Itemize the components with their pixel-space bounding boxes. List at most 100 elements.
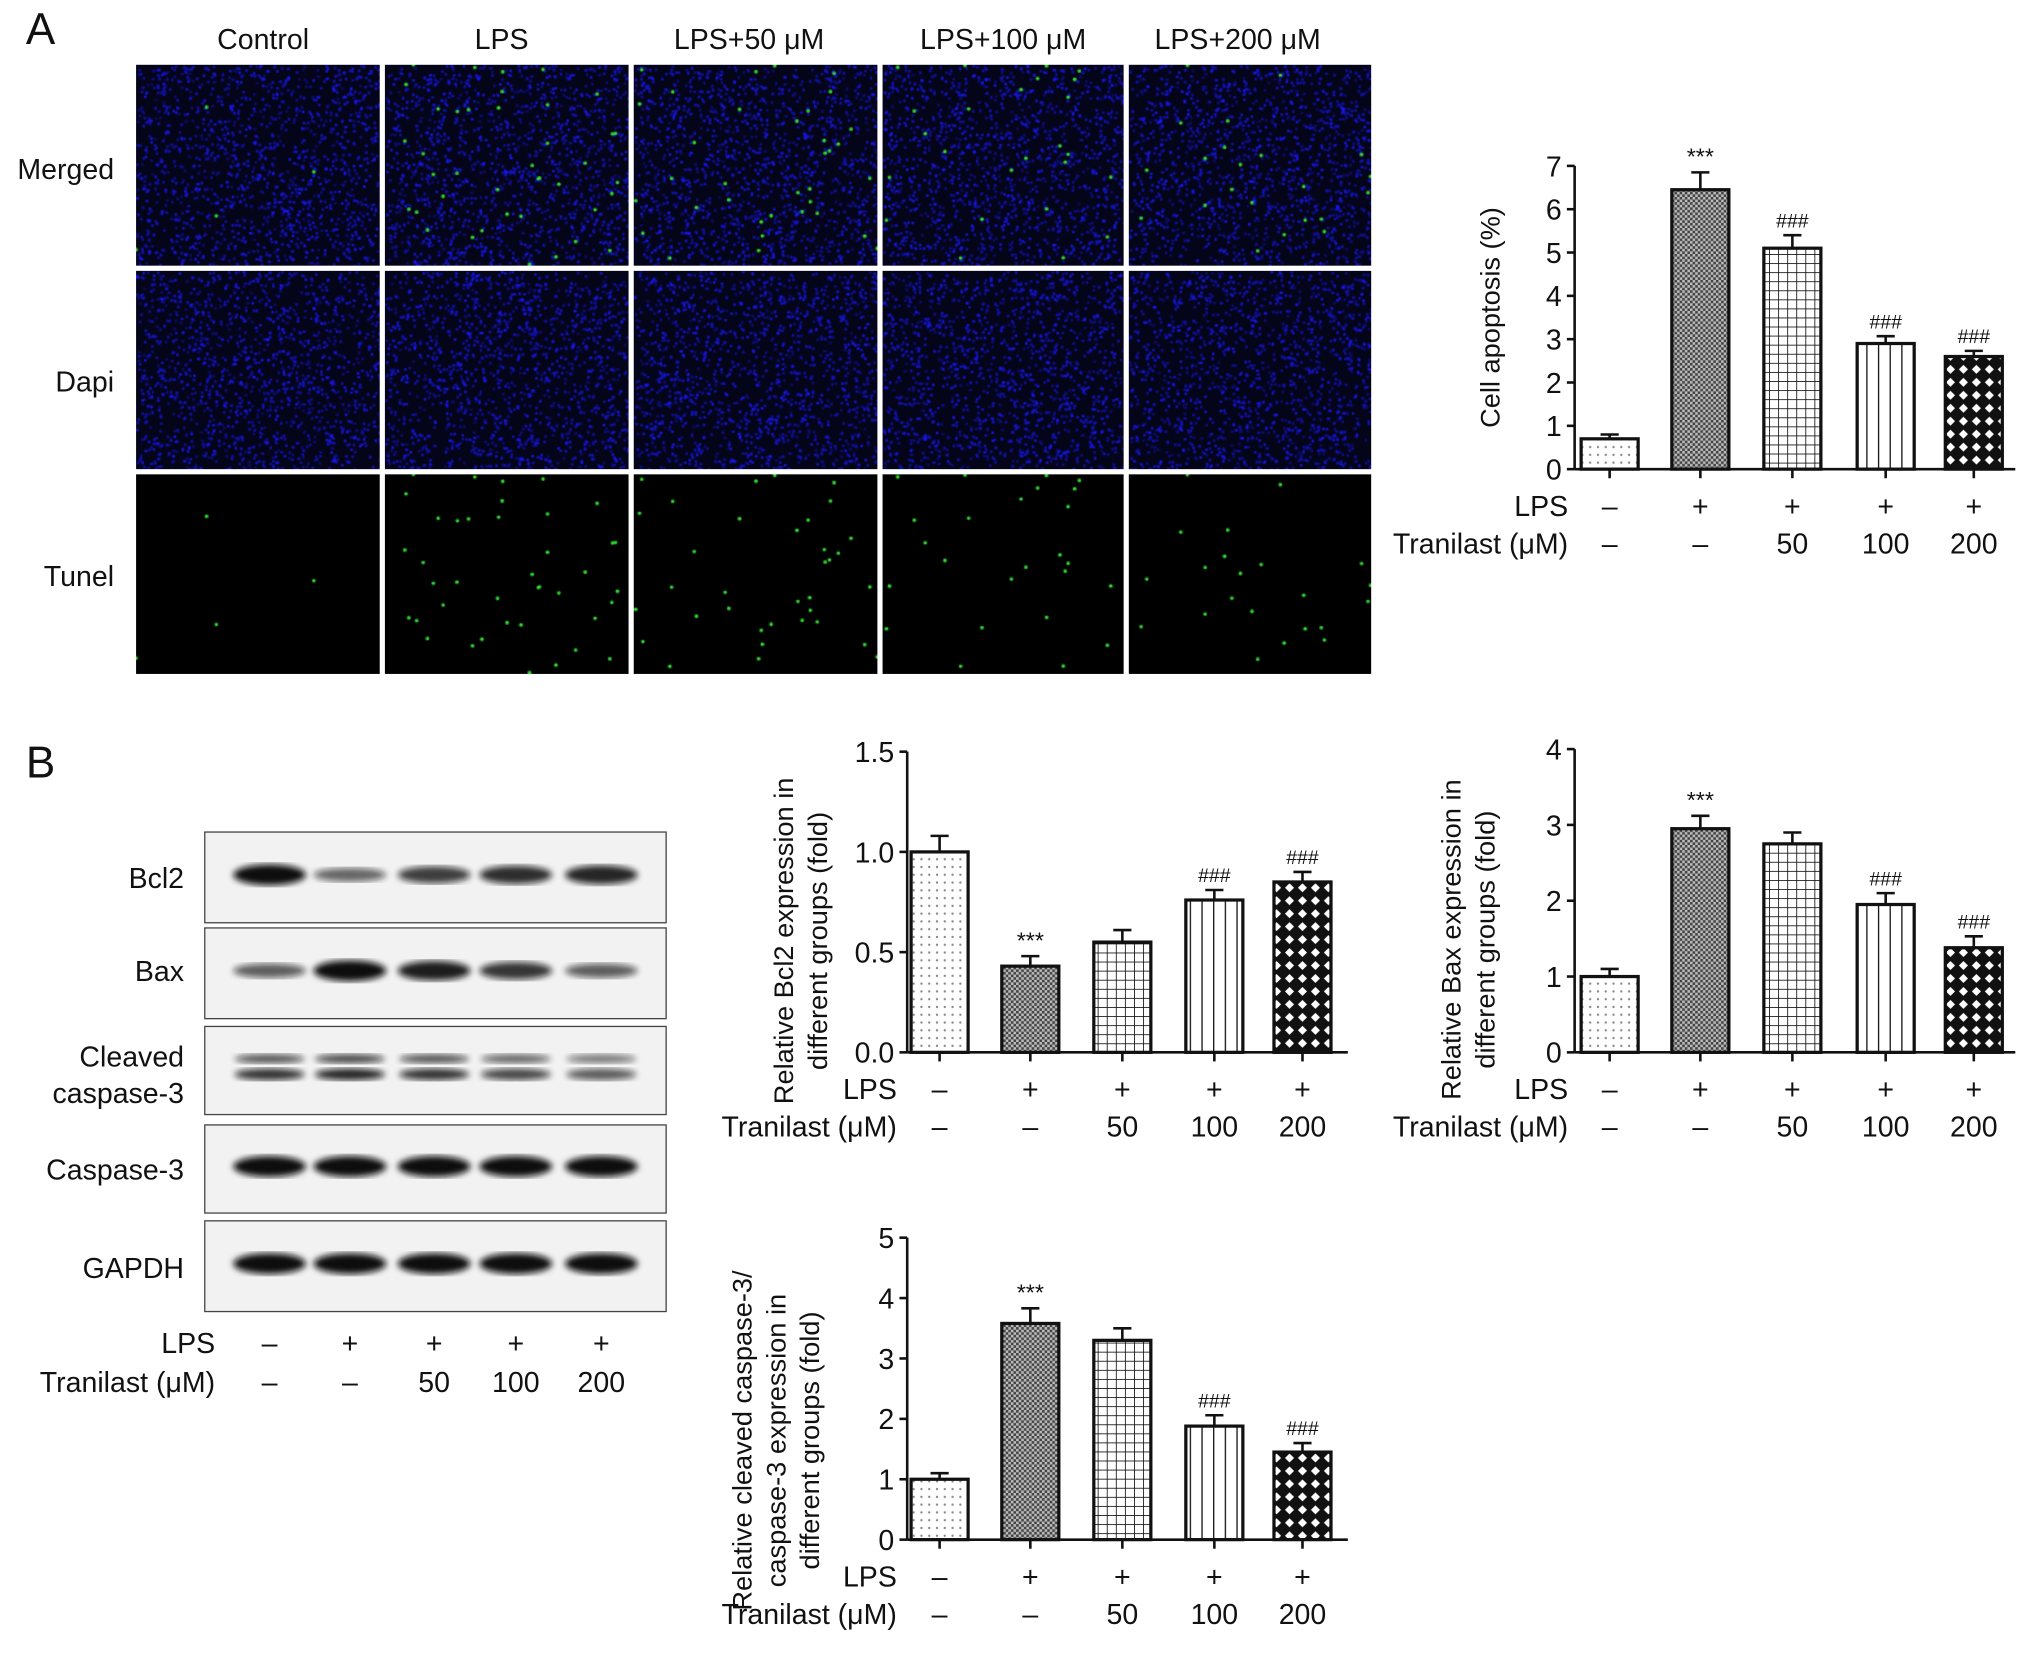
y-tick-label: 4 bbox=[1546, 734, 1562, 766]
dapi-image-3 bbox=[882, 270, 1124, 470]
significance-mark: ### bbox=[1958, 912, 1991, 934]
tranilast-value: 100 bbox=[1862, 1112, 1910, 1144]
blot-lps-value: + bbox=[507, 1327, 525, 1360]
dapi-image-1 bbox=[384, 270, 629, 470]
y-tick-label: 1 bbox=[1546, 411, 1562, 443]
bar bbox=[1579, 437, 1640, 471]
blot-label-gapdh: GAPDH bbox=[82, 1251, 185, 1285]
blot-band bbox=[397, 866, 471, 884]
tranilast-value: 200 bbox=[1950, 528, 1998, 560]
row-label-dapi: Dapi bbox=[55, 365, 115, 398]
lps-value: + bbox=[1877, 1074, 1894, 1106]
tranilast-value: – bbox=[1022, 1599, 1038, 1631]
lps-value: – bbox=[1602, 491, 1618, 523]
y-axis-label: different groups (fold) bbox=[802, 812, 833, 1070]
bar bbox=[1184, 898, 1245, 1054]
merged-image-3 bbox=[882, 64, 1124, 266]
lps-value: + bbox=[1965, 1074, 1982, 1106]
significance-mark: ### bbox=[1958, 326, 1991, 348]
y-tick-label: 4 bbox=[1546, 281, 1562, 313]
bar bbox=[1943, 946, 2004, 1054]
y-axis-label: caspase-3 expression in bbox=[760, 1294, 791, 1587]
tranilast-row-label: Tranilast (μM) bbox=[1393, 1112, 1568, 1144]
blot-label-bcl2: Bcl2 bbox=[128, 861, 185, 895]
tranilast-value: 50 bbox=[1777, 1112, 1809, 1144]
y-axis-label: Relative cleaved caspase-3/ bbox=[727, 1270, 758, 1611]
significance-mark: ### bbox=[1286, 847, 1319, 869]
tunel-image-1 bbox=[384, 474, 629, 674]
blot-label-cleaved-caspase-3: Cleaved caspase-3 bbox=[52, 1040, 185, 1110]
bar bbox=[1184, 1424, 1245, 1542]
lps-value: + bbox=[1022, 1074, 1039, 1106]
significance-mark: ### bbox=[1776, 210, 1809, 232]
blot-band bbox=[479, 865, 553, 884]
bar bbox=[1762, 842, 1823, 1054]
y-tick-label: 7 bbox=[1546, 151, 1562, 183]
lps-value: + bbox=[1114, 1074, 1131, 1106]
western-blot bbox=[204, 831, 667, 1313]
y-tick-label: 3 bbox=[878, 1344, 894, 1376]
y-tick-label: 0.5 bbox=[855, 937, 895, 969]
blot-tranilast-label: Tranilast (μM) bbox=[39, 1365, 216, 1399]
blot-band bbox=[313, 867, 387, 882]
tranilast-value: – bbox=[1692, 528, 1708, 560]
y-tick-label: 2 bbox=[1546, 368, 1562, 400]
bar bbox=[1000, 1321, 1061, 1542]
significance-mark: ### bbox=[1869, 311, 1902, 333]
y-axis-label: Cell apoptosis (%) bbox=[1474, 207, 1505, 428]
tranilast-value: 50 bbox=[1106, 1112, 1138, 1144]
bar-chart-3: 0 1 2 3 4 5 Relative cleaved caspase-3/caspase… bbox=[722, 1223, 1348, 1631]
tranilast-value: 200 bbox=[1950, 1112, 1998, 1144]
blot-band bbox=[234, 1054, 305, 1064]
significance-mark: ### bbox=[1198, 865, 1231, 887]
blot-band bbox=[313, 960, 387, 982]
blot-lps-value: + bbox=[425, 1327, 443, 1360]
blot-band bbox=[233, 1253, 306, 1274]
y-tick-label: 1 bbox=[878, 1465, 894, 1497]
significance-mark: *** bbox=[1017, 927, 1044, 953]
row-label-merged: Merged bbox=[17, 152, 115, 186]
tunel-image-3 bbox=[882, 474, 1124, 674]
lps-value: + bbox=[1692, 1074, 1709, 1106]
y-tick-label: 1 bbox=[1546, 962, 1562, 994]
blot-tranilast-value: – bbox=[341, 1365, 358, 1399]
blot-band bbox=[566, 1054, 637, 1064]
blot-band bbox=[397, 960, 471, 981]
y-tick-label: 0.0 bbox=[855, 1038, 895, 1070]
lps-value: + bbox=[1965, 491, 1982, 523]
blot-lps-value: + bbox=[593, 1327, 610, 1360]
blot-band bbox=[314, 1054, 385, 1064]
tranilast-row-label: Tranilast (μM) bbox=[722, 1599, 897, 1631]
y-axis-label: different groups (fold) bbox=[1469, 811, 1500, 1069]
blot-label-caspase-3: Caspase-3 bbox=[46, 1153, 185, 1186]
merged-image-4 bbox=[1128, 64, 1372, 266]
blot-band bbox=[479, 1253, 553, 1274]
blot-band bbox=[479, 1156, 553, 1177]
bar bbox=[1855, 902, 1916, 1054]
blot-band bbox=[313, 1253, 387, 1274]
blot-band bbox=[399, 1054, 470, 1064]
blot-tranilast-value: 200 bbox=[577, 1365, 626, 1399]
dapi-image-2 bbox=[633, 270, 878, 470]
column-label-lps-50: LPS+50 μM bbox=[673, 23, 825, 56]
tranilast-value: 100 bbox=[1862, 528, 1910, 560]
blot-lps-value: + bbox=[341, 1327, 359, 1360]
bar bbox=[1272, 1450, 1333, 1542]
bar bbox=[1943, 354, 2004, 471]
blot-band bbox=[565, 1156, 638, 1177]
blot-band bbox=[313, 1156, 387, 1177]
blot-band bbox=[565, 1253, 638, 1274]
lps-row-label: LPS bbox=[843, 1561, 897, 1593]
lps-value: + bbox=[1877, 491, 1894, 523]
tranilast-value: 200 bbox=[1279, 1112, 1327, 1144]
merged-image-2 bbox=[633, 64, 878, 266]
blot-band bbox=[234, 1068, 305, 1081]
blot-tranilast-value: – bbox=[261, 1365, 278, 1399]
y-tick-label: 3 bbox=[1546, 325, 1562, 357]
tranilast-value: – bbox=[1022, 1112, 1038, 1144]
bar bbox=[909, 850, 970, 1054]
y-tick-label: 3 bbox=[1546, 810, 1562, 842]
blot-band bbox=[479, 961, 553, 980]
